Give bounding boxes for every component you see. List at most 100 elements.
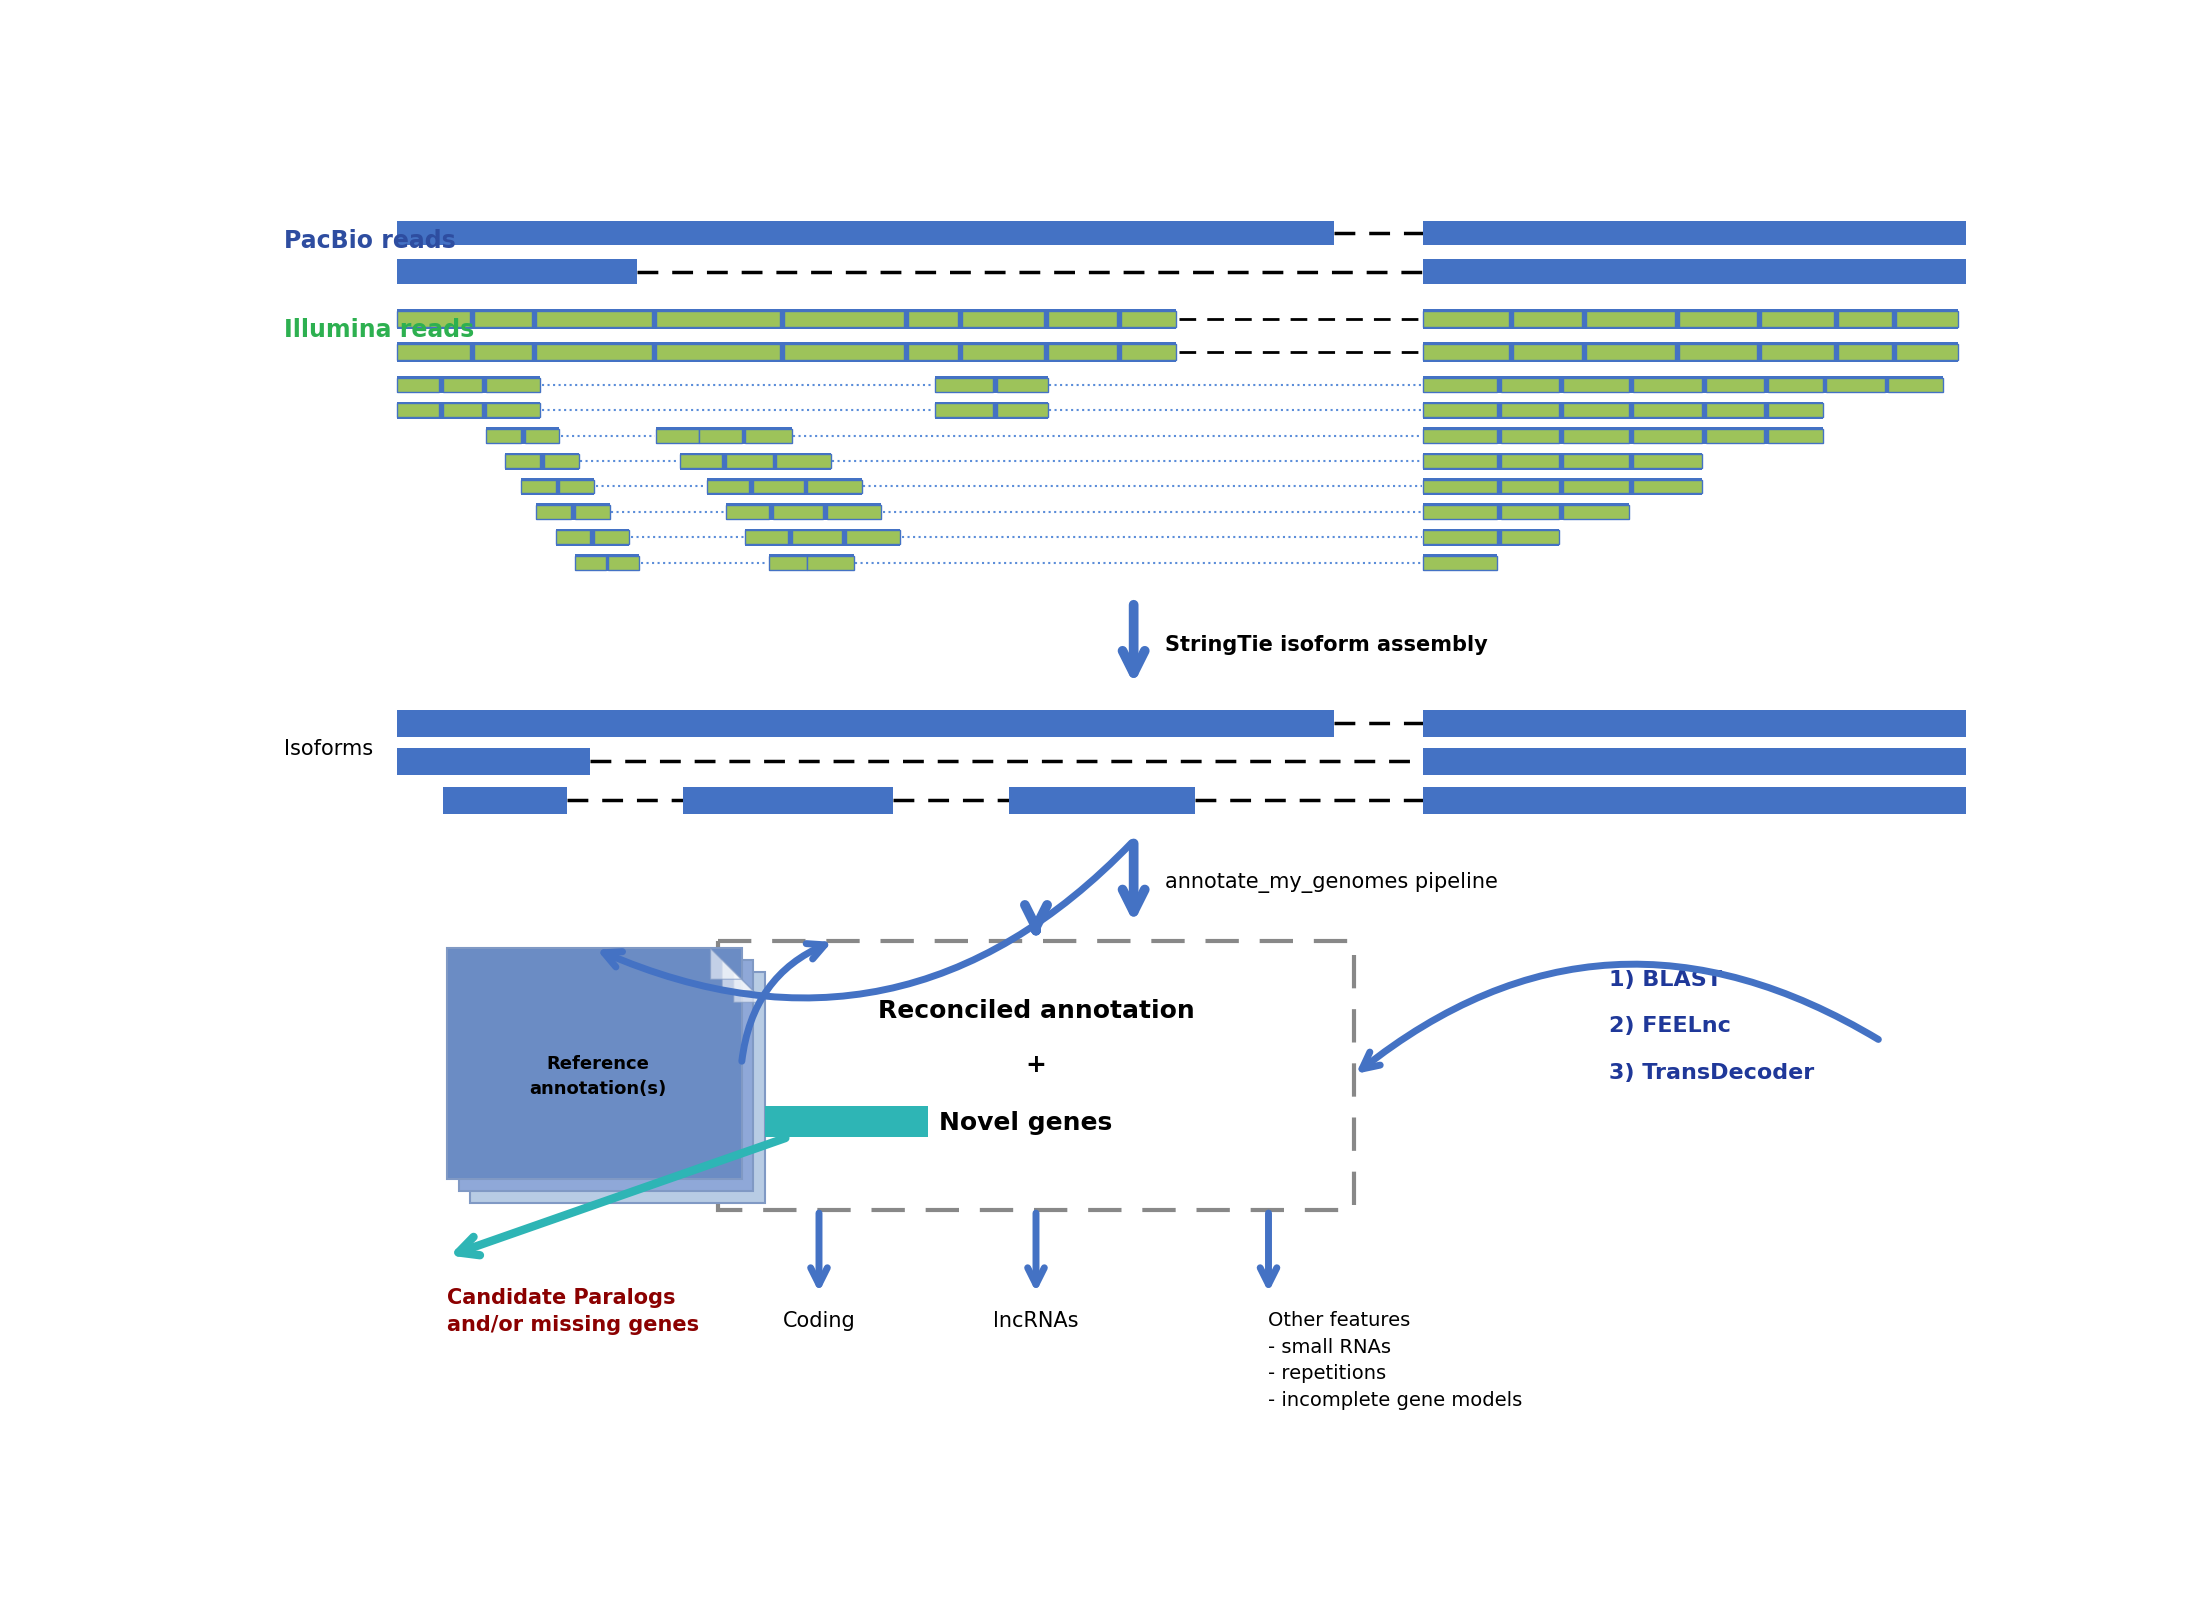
Text: lncRNAs: lncRNAs	[993, 1311, 1079, 1331]
Bar	[560, 480, 595, 493]
Bar	[396, 222, 1334, 247]
Bar	[936, 403, 1048, 419]
Polygon shape	[721, 961, 752, 992]
FancyArrowPatch shape	[458, 1138, 785, 1256]
Text: Other features
- small RNAs
- repetitions
- incomplete gene models: Other features - small RNAs - repetition…	[1267, 1311, 1522, 1409]
Bar	[396, 310, 1175, 329]
Bar	[1425, 312, 1509, 328]
Bar	[1767, 378, 1823, 393]
Bar	[1761, 344, 1834, 360]
Bar	[1896, 344, 1958, 360]
Bar	[1632, 480, 1703, 493]
Bar	[1586, 344, 1674, 360]
Polygon shape	[710, 949, 741, 980]
Bar	[487, 430, 520, 443]
Bar	[936, 404, 993, 417]
Bar	[396, 711, 1334, 737]
Bar	[1425, 479, 1703, 495]
Bar	[396, 748, 591, 776]
Text: 3) TransDecoder: 3) TransDecoder	[1610, 1061, 1814, 1083]
Bar	[1425, 222, 1966, 247]
Bar	[1705, 404, 1765, 417]
Text: 1) BLAST: 1) BLAST	[1610, 969, 1723, 990]
Bar	[745, 531, 787, 545]
Bar	[1048, 344, 1117, 360]
Bar	[1767, 404, 1823, 417]
Bar	[396, 377, 540, 394]
Bar	[544, 454, 580, 469]
Bar	[909, 344, 958, 360]
Text: Isoforms: Isoforms	[285, 738, 374, 760]
Text: Reconciled annotation: Reconciled annotation	[878, 998, 1194, 1022]
Bar	[1425, 711, 1966, 737]
Bar	[487, 428, 560, 445]
Bar	[679, 453, 832, 471]
Bar	[726, 505, 880, 521]
Text: Coding: Coding	[783, 1311, 856, 1331]
Bar	[1425, 430, 1498, 443]
Bar	[1425, 453, 1703, 471]
Text: Illumina reads: Illumina reads	[285, 318, 476, 341]
Bar	[1761, 312, 1834, 328]
Bar	[1564, 378, 1628, 393]
Text: Reference
annotation(s): Reference annotation(s)	[529, 1055, 666, 1097]
Bar	[524, 430, 560, 443]
Bar	[1425, 260, 1966, 284]
Bar	[1425, 557, 1498, 570]
Bar	[1896, 312, 1958, 328]
Bar	[998, 378, 1048, 393]
Bar	[1425, 403, 1823, 419]
Bar	[1425, 378, 1498, 393]
Bar	[396, 404, 440, 417]
Bar	[1632, 378, 1703, 393]
Bar	[1425, 428, 1823, 445]
Bar	[520, 480, 555, 493]
Bar	[1632, 454, 1703, 469]
Bar	[473, 312, 533, 328]
Bar	[1425, 480, 1498, 493]
Bar	[1425, 555, 1498, 571]
Text: 2) FEELnc: 2) FEELnc	[1610, 1016, 1732, 1035]
Bar	[447, 949, 741, 1180]
Bar	[726, 506, 768, 519]
Bar	[487, 378, 540, 393]
Bar	[487, 404, 540, 417]
Polygon shape	[734, 972, 765, 1003]
Bar	[458, 961, 752, 1191]
Bar	[792, 531, 843, 545]
Text: StringTie isoform assembly: StringTie isoform assembly	[1166, 635, 1486, 656]
Bar	[1121, 312, 1175, 328]
Text: Candidate Paralogs
and/or missing genes: Candidate Paralogs and/or missing genes	[447, 1287, 699, 1334]
Bar	[442, 404, 482, 417]
Bar	[1425, 529, 1559, 547]
Bar	[1586, 312, 1674, 328]
Bar	[765, 1107, 927, 1138]
Bar	[962, 344, 1044, 360]
Bar	[684, 787, 894, 815]
Bar	[471, 972, 765, 1203]
Bar	[706, 480, 750, 493]
Bar	[1425, 404, 1498, 417]
Bar	[442, 378, 482, 393]
Bar	[535, 312, 653, 328]
Bar	[555, 529, 628, 547]
Bar	[657, 430, 699, 443]
Text: Novel genes: Novel genes	[940, 1110, 1113, 1134]
Bar	[1425, 505, 1628, 521]
Bar	[745, 529, 900, 547]
Bar	[535, 506, 571, 519]
Bar	[1838, 344, 1893, 360]
Bar	[1425, 506, 1498, 519]
Bar	[442, 787, 566, 815]
Bar	[657, 428, 792, 445]
Text: +: +	[1026, 1052, 1046, 1076]
Bar	[1564, 404, 1628, 417]
Bar	[699, 430, 741, 443]
Bar	[1564, 480, 1628, 493]
Bar	[719, 941, 1354, 1211]
Bar	[1889, 378, 1942, 393]
Bar	[998, 404, 1048, 417]
Bar	[1827, 378, 1885, 393]
FancyArrowPatch shape	[604, 844, 1133, 998]
Bar	[396, 312, 471, 328]
